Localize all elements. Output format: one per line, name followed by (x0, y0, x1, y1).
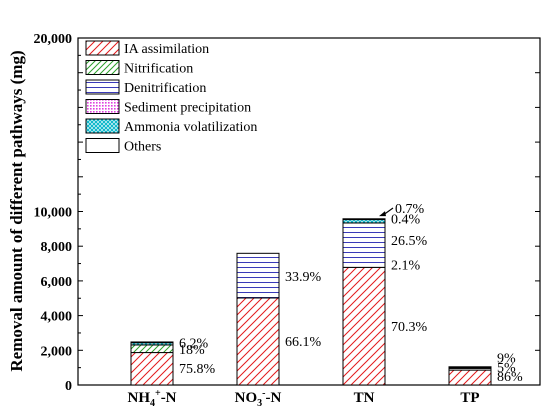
legend-label: IA assimilation (124, 42, 209, 57)
x-tick-label-tn: TN (354, 390, 375, 406)
bar-no3-ia-assimilation (236, 297, 280, 386)
bar-tn-ia-assimilation (342, 266, 386, 386)
percent-label: 9% (497, 352, 516, 367)
bar-no3-denitrification (236, 252, 280, 299)
annotation-arrowhead (379, 211, 386, 217)
legend-swatch (85, 99, 120, 114)
legend-swatch (85, 79, 120, 95)
bar-tn-denitrification (342, 222, 386, 268)
legend-label: Nitrification (124, 62, 193, 77)
legend-label: Denitrification (124, 81, 206, 96)
y-tick-label: 6,000 (41, 275, 73, 290)
percent-label: 0.7% (395, 202, 425, 217)
percent-label: 2.1% (391, 258, 421, 273)
percent-label: 66.1% (285, 335, 322, 350)
legend-label: Others (124, 140, 161, 155)
percent-label: 33.9% (285, 270, 322, 285)
x-tick-label-nh4: NH4+-N (127, 388, 176, 407)
legend-swatch (85, 60, 120, 75)
legend-label: Ammonia volatilization (124, 120, 257, 135)
x-tick-label-no3: NO3--N (235, 388, 282, 407)
y-tick-label: 10,000 (34, 206, 73, 221)
percent-label: 18% (179, 343, 205, 358)
plot-area (77, 37, 541, 386)
annotations: 75.8% 18%6.2% 66.1% 33.9% 70.3% 2.1% 26.5% 0.4%… (179, 202, 523, 385)
percent-label: 0.4% (391, 212, 421, 227)
legend-label: Sediment precipitation (124, 101, 251, 116)
legend-swatch (85, 138, 120, 153)
bar-tp-ia-assimilation (448, 369, 492, 386)
y-tick-label: 8,000 (41, 240, 73, 255)
bar-tn-others (342, 218, 386, 221)
legend-swatch (85, 40, 120, 56)
bar-tp-others (448, 366, 492, 369)
y-axis: 0 2,000 4,000 6,000 8,000 10,000 20,000 (34, 32, 540, 394)
x-axis: NH4+-N NO3--N TN TP (127, 380, 480, 407)
bar-nh4-ia-assimilation (130, 352, 174, 386)
bar-nh4-nitrification (130, 344, 174, 354)
percent-label: 75.8% (179, 362, 216, 377)
y-tick-label: 20,000 (34, 32, 73, 47)
legend: IA assimilation Nitrification Denitrificat… (85, 40, 257, 155)
bars (130, 218, 492, 386)
y-axis-label: Removal amount of different pathways (mg… (7, 50, 26, 371)
y-tick-label: 0 (65, 379, 72, 394)
y-tick-label: 2,000 (41, 344, 73, 359)
percent-label: 5% (497, 361, 516, 376)
bar-nh4-others (130, 341, 174, 344)
percent-label: 86% (497, 370, 523, 385)
percent-label: 70.3% (391, 320, 428, 335)
y-tick-label: 4,000 (41, 310, 73, 325)
legend-swatch (85, 118, 120, 134)
percent-label: 6.2% (179, 336, 209, 351)
percent-label: 26.5% (391, 234, 428, 249)
x-tick-label-tp: TP (460, 390, 479, 406)
